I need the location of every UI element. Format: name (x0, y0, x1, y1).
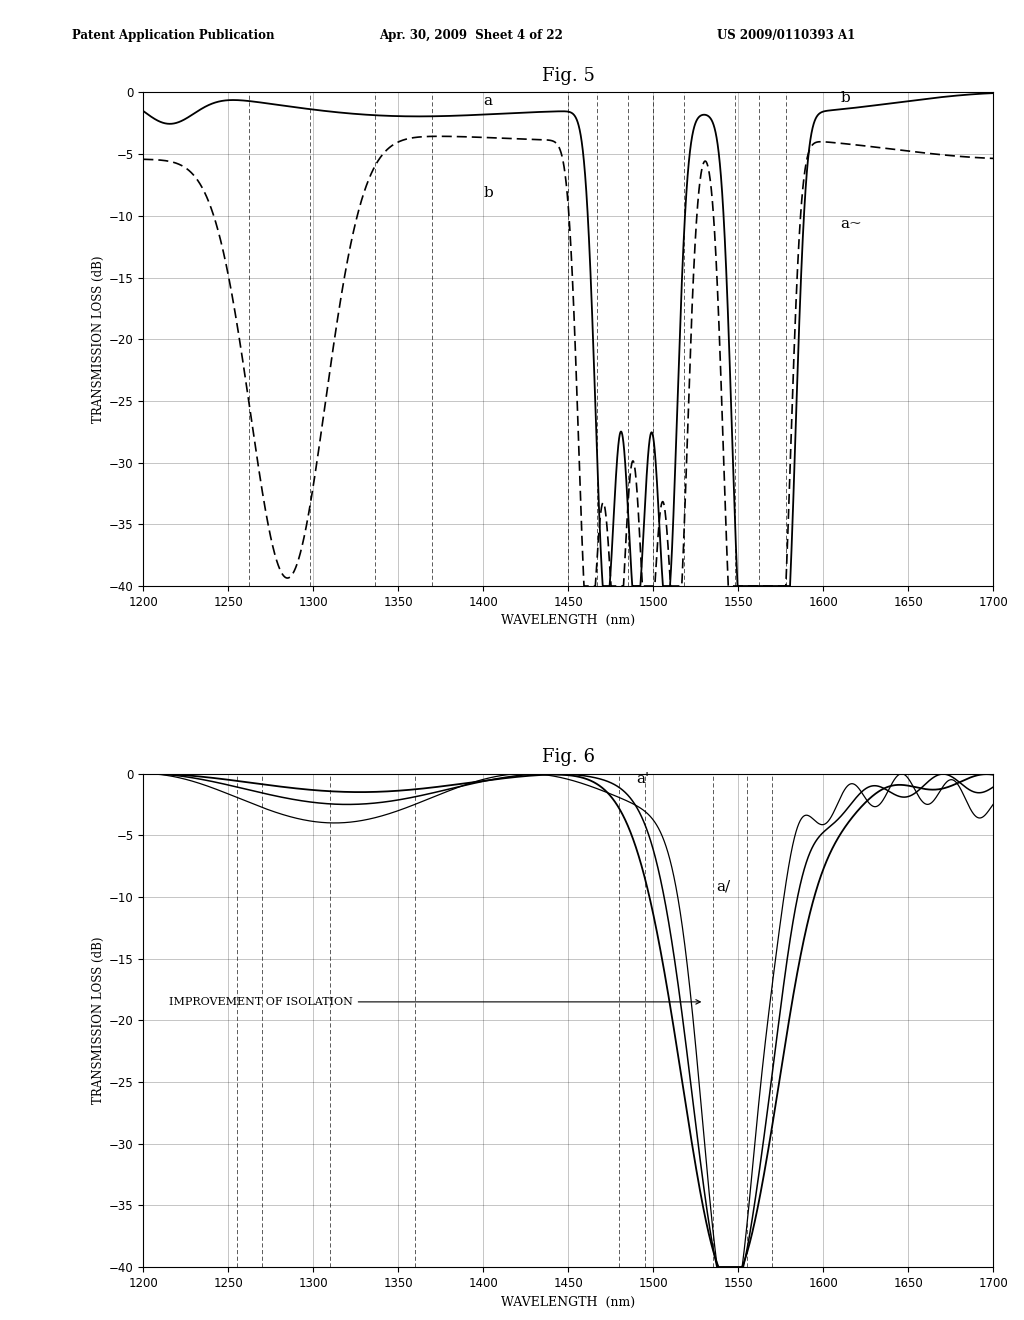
Text: b: b (483, 186, 494, 201)
Y-axis label: TRANSMISSION LOSS (dB): TRANSMISSION LOSS (dB) (92, 256, 104, 422)
Text: Apr. 30, 2009  Sheet 4 of 22: Apr. 30, 2009 Sheet 4 of 22 (379, 29, 563, 42)
Text: a~: a~ (841, 218, 862, 231)
Y-axis label: TRANSMISSION LOSS (dB): TRANSMISSION LOSS (dB) (92, 937, 104, 1104)
Text: IMPROVEMENT OF ISOLATION: IMPROVEMENT OF ISOLATION (169, 997, 700, 1007)
Title: Fig. 6: Fig. 6 (542, 748, 595, 767)
X-axis label: WAVELENGTH  (nm): WAVELENGTH (nm) (502, 614, 635, 627)
Title: Fig. 5: Fig. 5 (542, 67, 595, 86)
Text: Patent Application Publication: Patent Application Publication (72, 29, 274, 42)
Text: US 2009/0110393 A1: US 2009/0110393 A1 (717, 29, 855, 42)
Text: a: a (483, 94, 493, 108)
X-axis label: WAVELENGTH  (nm): WAVELENGTH (nm) (502, 1295, 635, 1308)
Text: a/: a/ (716, 880, 730, 894)
Text: a': a' (636, 772, 649, 787)
Text: b: b (841, 91, 850, 106)
